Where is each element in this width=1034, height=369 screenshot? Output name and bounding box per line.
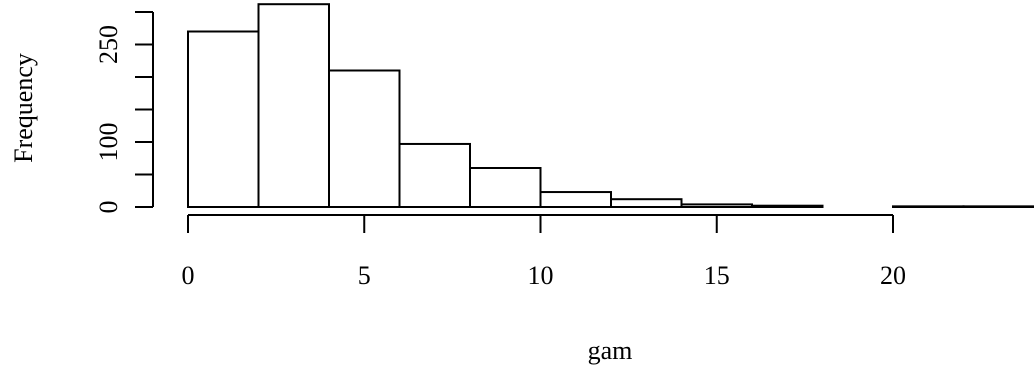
x-tick-label-15: 15 bbox=[704, 261, 730, 290]
y-tick-label-250: 250 bbox=[94, 25, 123, 64]
x-axis-label: gam bbox=[588, 336, 633, 365]
x-tick-label-0: 0 bbox=[182, 261, 195, 290]
histogram-bar-3 bbox=[398, 142, 471, 208]
histogram-bar-4 bbox=[469, 167, 542, 208]
histogram-bar-6 bbox=[610, 198, 683, 208]
y-axis: 0 100 250 bbox=[94, 11, 154, 214]
histogram-bar-10 bbox=[892, 205, 965, 209]
x-tick-label-10: 10 bbox=[528, 261, 554, 290]
histogram-bar-5 bbox=[539, 191, 612, 209]
histogram-bar-7 bbox=[680, 203, 753, 208]
y-tick-label-100: 100 bbox=[94, 123, 123, 162]
histogram-bar-8 bbox=[751, 204, 824, 208]
histogram-bars bbox=[187, 3, 1034, 209]
histogram-bar-11 bbox=[962, 205, 1034, 209]
y-tick-label-0: 0 bbox=[94, 201, 123, 214]
histogram-bar-2 bbox=[328, 69, 401, 208]
histogram-bar-0 bbox=[187, 30, 260, 208]
x-axis: 0 5 10 15 20 bbox=[182, 214, 906, 290]
x-tick-label-20: 20 bbox=[880, 261, 906, 290]
histogram-bar-1 bbox=[257, 3, 330, 209]
x-tick-label-5: 5 bbox=[358, 261, 371, 290]
y-axis-label: Frequency bbox=[9, 53, 38, 163]
